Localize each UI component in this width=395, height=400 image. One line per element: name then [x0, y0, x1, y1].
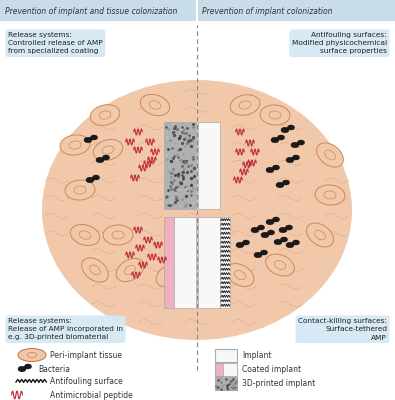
Ellipse shape [297, 140, 305, 145]
Ellipse shape [18, 348, 46, 362]
Ellipse shape [266, 167, 274, 173]
Bar [198, 0, 395, 22]
Ellipse shape [116, 258, 144, 282]
Ellipse shape [226, 264, 254, 286]
Ellipse shape [273, 165, 280, 170]
Ellipse shape [288, 125, 295, 130]
Ellipse shape [266, 254, 294, 276]
Text: Coated implant: Coated implant [242, 364, 301, 374]
Text: 3D-printed implant: 3D-printed implant [242, 378, 315, 388]
Ellipse shape [266, 219, 274, 225]
Bar [220, 217, 230, 308]
Bar [164, 122, 196, 209]
Ellipse shape [251, 227, 259, 233]
Ellipse shape [65, 180, 95, 200]
Text: Release systems:
Release of AMP incorporated in
e.g. 3D-printed biomaterial: Release systems: Release of AMP incorpor… [8, 318, 123, 340]
Ellipse shape [282, 180, 290, 185]
Bar [215, 363, 237, 376]
Ellipse shape [278, 135, 284, 140]
Ellipse shape [286, 157, 294, 163]
Ellipse shape [280, 237, 288, 242]
Ellipse shape [260, 105, 290, 125]
Ellipse shape [291, 142, 299, 148]
Ellipse shape [96, 157, 104, 163]
Ellipse shape [243, 240, 250, 245]
Text: Peri-implant tissue: Peri-implant tissue [50, 350, 122, 360]
Bar [223, 363, 237, 376]
Ellipse shape [286, 242, 294, 248]
Ellipse shape [84, 137, 92, 143]
Bar [0, 345, 395, 400]
Ellipse shape [92, 175, 100, 180]
Ellipse shape [236, 242, 244, 248]
Ellipse shape [24, 364, 32, 369]
Ellipse shape [230, 95, 260, 115]
Bar [0, 0, 196, 22]
Bar [198, 217, 220, 308]
Ellipse shape [90, 105, 120, 125]
Ellipse shape [293, 155, 299, 160]
Text: Contact-killing surfaces:
Surface-tethered
AMP: Contact-killing surfaces: Surface-tether… [298, 318, 387, 340]
Ellipse shape [70, 224, 100, 246]
Ellipse shape [317, 143, 343, 167]
Bar [215, 377, 237, 390]
Ellipse shape [82, 258, 108, 282]
Ellipse shape [102, 155, 109, 160]
Ellipse shape [271, 137, 279, 143]
Text: Bacteria: Bacteria [38, 364, 70, 374]
Text: Release systems:
Controlled release of AMP
from specialized coating: Release systems: Controlled release of A… [8, 32, 103, 54]
Text: Antimicrobial peptide: Antimicrobial peptide [50, 390, 133, 400]
Ellipse shape [286, 225, 293, 230]
Text: Antifouling surface: Antifouling surface [50, 378, 123, 386]
Text: Antifouling surfaces:
Modified physicochemical
surface properties: Antifouling surfaces: Modified physicoch… [292, 32, 387, 54]
Bar [174, 217, 196, 308]
Text: Prevention of implant colonization: Prevention of implant colonization [202, 6, 333, 16]
Ellipse shape [307, 223, 333, 247]
Ellipse shape [103, 225, 133, 245]
Ellipse shape [274, 239, 282, 245]
Ellipse shape [293, 240, 299, 245]
Ellipse shape [140, 94, 169, 116]
Ellipse shape [315, 185, 345, 205]
Ellipse shape [258, 225, 265, 230]
Ellipse shape [276, 182, 284, 188]
Ellipse shape [18, 366, 26, 372]
Ellipse shape [260, 250, 267, 255]
Ellipse shape [156, 264, 184, 286]
Ellipse shape [281, 127, 289, 133]
Ellipse shape [90, 135, 98, 140]
Ellipse shape [60, 135, 90, 155]
Ellipse shape [261, 232, 269, 238]
Bar [215, 349, 237, 362]
Ellipse shape [93, 140, 123, 160]
Ellipse shape [42, 80, 352, 340]
Ellipse shape [267, 230, 275, 235]
Bar [164, 217, 174, 308]
Ellipse shape [86, 177, 94, 183]
Ellipse shape [273, 217, 280, 222]
Bar [198, 122, 220, 209]
Text: Prevention of implant and tissue colonization: Prevention of implant and tissue coloniz… [5, 6, 177, 16]
Ellipse shape [254, 252, 262, 258]
Text: Implant: Implant [242, 350, 271, 360]
Ellipse shape [279, 227, 287, 233]
